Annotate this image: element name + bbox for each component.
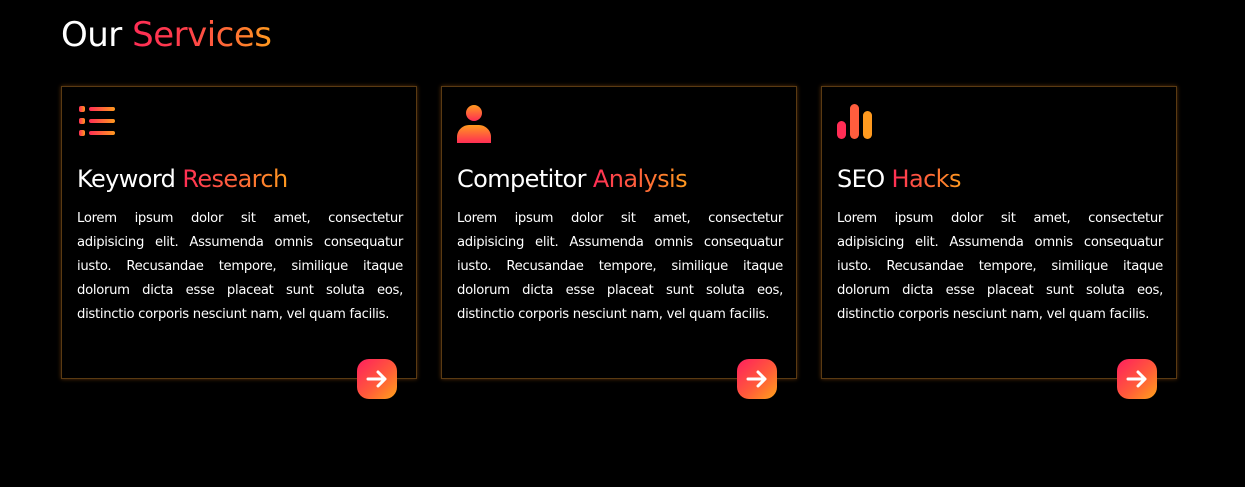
bar-chart-icon <box>837 103 877 143</box>
card-description: Lorem ipsum dolor sit amet, consectetur … <box>837 211 1163 322</box>
competitor-analysis-arrow-button[interactable] <box>737 359 777 399</box>
service-card-keyword-research: Keyword Research Lorem ipsum dolor sit a… <box>61 86 417 379</box>
card-title-accent: Hacks <box>891 165 962 193</box>
arrow-right-icon <box>1126 370 1147 388</box>
card-title-main: Competitor <box>457 165 586 193</box>
user-icon <box>457 103 497 143</box>
card-title: SEO Hacks <box>837 163 961 195</box>
card-description: Lorem ipsum dolor sit amet, consectetur … <box>77 211 403 322</box>
section-title-main: Our <box>61 15 122 55</box>
card-title: Competitor Analysis <box>457 163 688 195</box>
card-description: Lorem ipsum dolor sit amet, consectetur … <box>457 211 783 322</box>
section-title: Our Services <box>61 12 272 58</box>
service-card-seo-hacks: SEO Hacks Lorem ipsum dolor sit amet, co… <box>821 86 1177 379</box>
list-icon <box>77 103 117 143</box>
card-title-main: SEO <box>837 165 885 193</box>
arrow-right-icon <box>746 370 767 388</box>
card-title-main: Keyword <box>77 165 176 193</box>
seo-hacks-arrow-button[interactable] <box>1117 359 1157 399</box>
card-title-accent: Analysis <box>592 165 688 193</box>
section-title-accent: Services <box>132 15 272 55</box>
card-title: Keyword Research <box>77 163 288 195</box>
card-title-accent: Research <box>182 165 288 193</box>
service-card-competitor-analysis: Competitor Analysis Lorem ipsum dolor si… <box>441 86 797 379</box>
keyword-research-arrow-button[interactable] <box>357 359 397 399</box>
arrow-right-icon <box>366 370 387 388</box>
